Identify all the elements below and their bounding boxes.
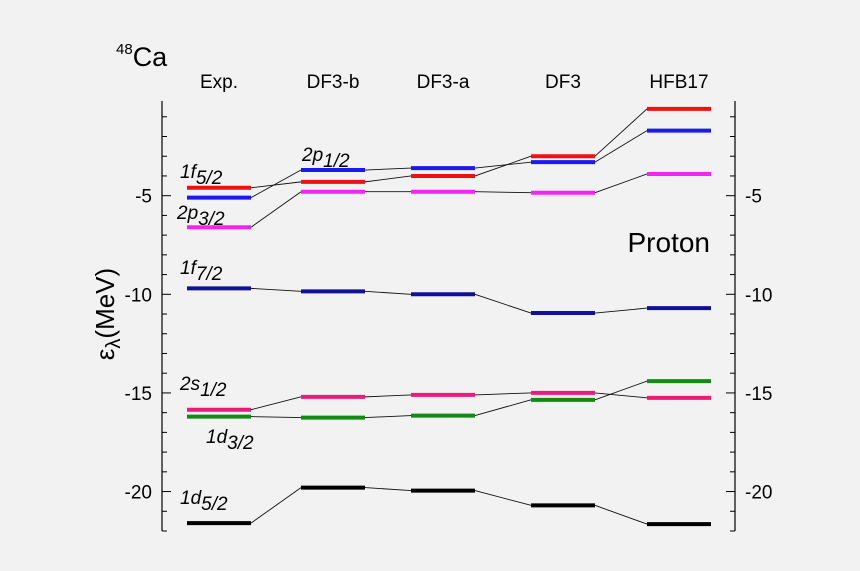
connector-line bbox=[474, 392, 532, 396]
connector-line bbox=[250, 416, 302, 419]
y-tick-label-left: -5 bbox=[135, 187, 152, 208]
connector-line bbox=[250, 169, 302, 199]
axes: -5 -5 -10 -10 -15 -15 -20 -20 bbox=[125, 101, 772, 532]
level-label: 1d5/2 bbox=[180, 488, 228, 515]
connector-line bbox=[594, 380, 648, 401]
connector-line bbox=[250, 487, 302, 524]
connector-line bbox=[594, 130, 648, 163]
level-label: 2p1/2 bbox=[301, 145, 350, 172]
connector-line bbox=[250, 181, 302, 189]
connector-line bbox=[364, 415, 412, 419]
energy-levels bbox=[187, 106, 711, 527]
y-axis-unit: (MeV) bbox=[90, 268, 120, 339]
level-label: 1d3/2 bbox=[206, 427, 254, 454]
connector-line bbox=[594, 392, 648, 399]
y-axis-label: ελ(MeV) bbox=[90, 268, 125, 360]
connector-line bbox=[594, 307, 648, 314]
level-label: 2s1/2 bbox=[179, 374, 227, 401]
y-tick-label-right: -15 bbox=[745, 384, 772, 405]
category-label: DF3-b bbox=[307, 72, 360, 93]
level-labels: 1f5/2 2p3/2 2p1/2 1f7/2 2s1/2 1d3/2 1d5/2 bbox=[176, 145, 350, 515]
element-symbol: Ca bbox=[133, 42, 168, 72]
connector-lines bbox=[250, 108, 648, 525]
connector-line bbox=[594, 504, 648, 525]
y-tick-label-right: -5 bbox=[745, 187, 762, 208]
category-label: Exp. bbox=[200, 72, 238, 93]
connector-line bbox=[364, 175, 412, 183]
connector-line bbox=[474, 490, 532, 506]
connector-line bbox=[594, 173, 648, 194]
nucleus-label: 48Ca bbox=[116, 41, 168, 72]
connector-line bbox=[474, 293, 532, 314]
y-tick-label-right: -20 bbox=[745, 483, 772, 504]
connector-line bbox=[474, 155, 532, 177]
annotation-proton: Proton bbox=[628, 227, 711, 258]
connector-line bbox=[474, 161, 532, 169]
connector-line bbox=[474, 399, 532, 417]
level-label: 1f5/2 bbox=[180, 162, 223, 189]
connector-line bbox=[364, 290, 412, 295]
y-tick-label-right: -10 bbox=[745, 285, 772, 306]
connector-line bbox=[594, 108, 648, 157]
category-label: DF3 bbox=[545, 72, 581, 93]
y-tick-label-left: -10 bbox=[125, 285, 152, 306]
category-label: HFB17 bbox=[649, 72, 708, 93]
level-label: 2p3/2 bbox=[176, 203, 225, 230]
connector-line bbox=[250, 287, 302, 292]
category-label: DF3-a bbox=[417, 72, 470, 93]
category-labels: Exp. DF3-b DF3-a DF3 HFB17 bbox=[200, 72, 709, 93]
connector-line bbox=[364, 167, 412, 171]
connector-line bbox=[250, 191, 302, 228]
level-label: 1f7/2 bbox=[180, 258, 223, 285]
y-axis-greek: ε bbox=[90, 348, 120, 360]
connector-line bbox=[364, 394, 412, 398]
connector-line bbox=[250, 396, 302, 411]
connector-line bbox=[474, 191, 532, 194]
connector-line bbox=[364, 487, 412, 492]
mass-number: 48 bbox=[116, 41, 133, 58]
y-tick-label-left: -20 bbox=[125, 483, 152, 504]
y-axis-subscript: λ bbox=[103, 339, 125, 349]
y-tick-label-left: -15 bbox=[125, 384, 152, 405]
